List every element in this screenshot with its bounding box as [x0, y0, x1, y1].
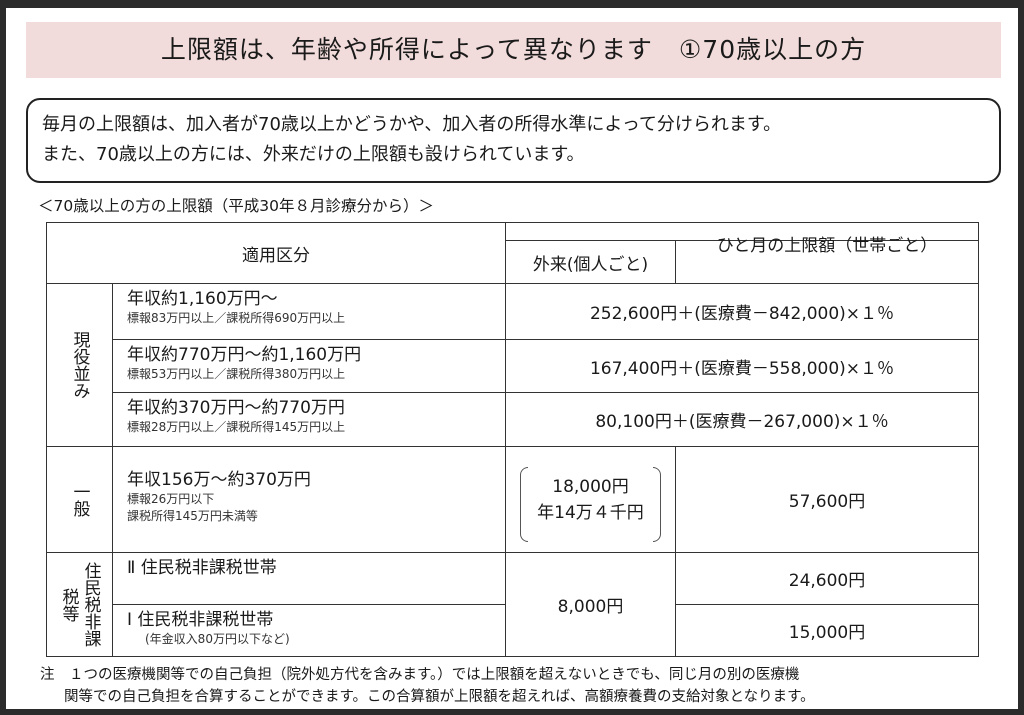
outpatient-cell: 18,000円 年14万４千円 [505, 446, 676, 553]
limit-cell: 252,600円＋(医療費－842,000)×１％ [505, 283, 979, 340]
bracket-left [520, 467, 528, 542]
limit-cell: 167,400円＋(医療費－558,000)×１％ [505, 339, 979, 393]
row-main: 年収約1,160万円～ [127, 289, 278, 309]
table-row: Ⅱ 住民税非課税世帯 [112, 552, 506, 605]
row-sub: 課税所得145万円未満等 [127, 509, 258, 523]
group-label: 一般 [69, 482, 90, 517]
footnote: 注 １つの医療機関等での自己負担（院外処方代を含みます。）では上限額を超えないと… [40, 664, 1010, 708]
limit-cell: 80,100円＋(医療費－267,000)×１％ [505, 392, 979, 447]
header-category: 適用区分 [46, 222, 506, 284]
table-caption: ＜70歳以上の方の上限額（平成30年８月診療分から）＞ [38, 197, 434, 215]
limit-cell: 57,600円 [675, 446, 979, 553]
row-sub: (年金収入80万円以下など) [145, 632, 290, 646]
table-row: 年収約370万円～約770万円標報28万円以上／課税所得145万円以上 [112, 392, 506, 447]
row-sub: 標報28万円以上／課税所得145万円以上 [127, 420, 346, 434]
table-row: Ⅰ 住民税非課税世帯 (年金収入80万円以下など) [112, 604, 506, 657]
row-main: 年収約770万円～約1,160万円 [127, 345, 362, 365]
table-row: 年収約1,160万円～ 標報83万円以上／課税所得690万円以上 [112, 283, 506, 340]
page-title: 上限額は、年齢や所得によって異なります ①70歳以上の方 [26, 22, 1001, 78]
group-genekinami: 現役並み [46, 283, 113, 447]
row-main: 年収約370万円～約770万円 [127, 398, 345, 418]
limit-table: 適用区分 外来(個人ごと) ひと月の上限額（世帯ごと） 現役並み 年収約1,16… [46, 222, 980, 657]
group-label: 現役並み [69, 331, 90, 399]
group-label: 住民税非課税等 [58, 562, 101, 647]
row-main: Ⅱ 住民税非課税世帯 [127, 558, 277, 578]
table-row: 年収156万～約370万円標報26万円以下課税所得145万円未満等 [112, 446, 506, 553]
outpatient-annual: 年14万４千円 [537, 502, 644, 523]
header-monthly-label: ひと月の上限額（世帯ごと） [716, 236, 938, 256]
intro-line: また、70歳以上の方には、外来だけの上限額も設けられています。 [42, 144, 585, 165]
group-ippan: 一般 [46, 446, 113, 553]
limit-cell: 15,000円 [675, 604, 979, 657]
intro-line: 毎月の上限額は、加入者が70歳以上かどうかや、加入者の所得水準によって分けられま… [42, 114, 782, 135]
header-outpatient: 外来(個人ごと) [505, 240, 676, 284]
row-main: Ⅰ 住民税非課税世帯 [127, 610, 274, 630]
outpatient-cell: 8,000円 [505, 552, 676, 657]
group-hikazei: 住民税非課税等 [46, 552, 113, 657]
footnote-line: 関等での自己負担を合算することができます。この合算額が上限額を超えれば、高額療養… [64, 689, 815, 705]
row-main: 年収156万～約370万円 [127, 470, 311, 490]
intro-box: 毎月の上限額は、加入者が70歳以上かどうかや、加入者の所得水準によって分けられま… [26, 98, 1001, 183]
limit-cell: 24,600円 [675, 552, 979, 605]
bracket-right [653, 467, 661, 542]
table-row: 年収約770万円～約1,160万円標報53万円以上／課税所得380万円以上 [112, 339, 506, 393]
header-monthly: ひと月の上限額（世帯ごと） [675, 236, 979, 284]
row-sub: 標報26万円以下 [127, 492, 215, 506]
footnote-line: 注 １つの医療機関等での自己負担（院外処方代を含みます。）では上限額を超えないと… [40, 667, 800, 683]
outpatient-value: 18,000円 [552, 476, 629, 497]
row-sub: 標報83万円以上／課税所得690万円以上 [127, 311, 346, 325]
row-sub: 標報53万円以上／課税所得380万円以上 [127, 367, 346, 381]
